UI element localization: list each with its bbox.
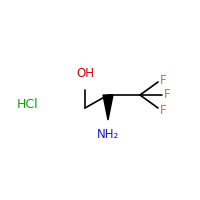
Text: F: F — [160, 73, 167, 86]
Text: HCl: HCl — [17, 98, 39, 112]
Polygon shape — [103, 95, 113, 120]
Text: F: F — [160, 104, 167, 116]
Text: NH₂: NH₂ — [97, 128, 119, 141]
Text: OH: OH — [76, 67, 94, 80]
Text: F: F — [164, 88, 171, 102]
